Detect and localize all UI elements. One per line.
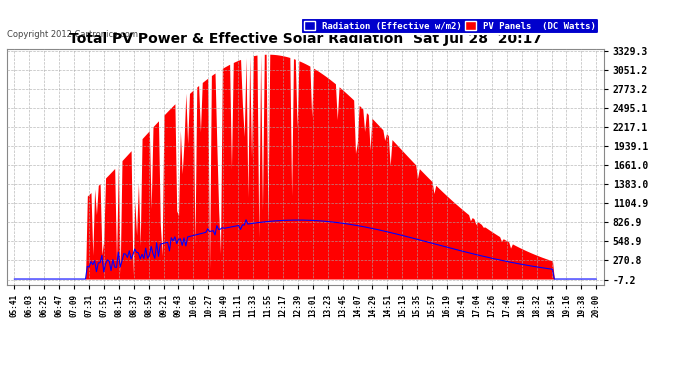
Text: Copyright 2012 Cartronics.com: Copyright 2012 Cartronics.com bbox=[7, 30, 138, 39]
Legend: Radiation (Effective w/m2), PV Panels  (DC Watts): Radiation (Effective w/m2), PV Panels (D… bbox=[301, 18, 599, 34]
Title: Total PV Power & Effective Solar Radiation  Sat Jul 28  20:17: Total PV Power & Effective Solar Radiati… bbox=[69, 32, 542, 46]
